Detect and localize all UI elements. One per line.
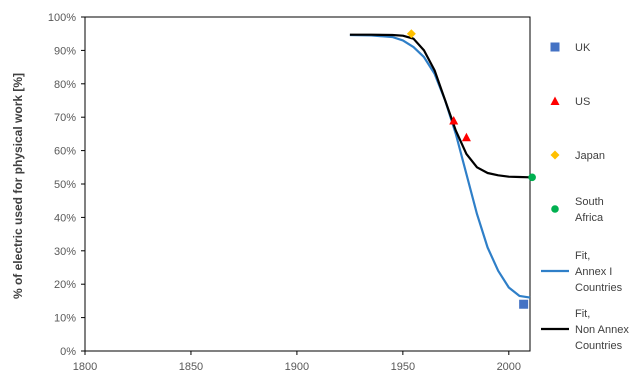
legend-label: Japan <box>575 150 605 162</box>
legend-marker <box>551 205 559 213</box>
legend: UK US Japan South Africa Fit, Annex I Countries… <box>541 42 629 352</box>
legend-label: Africa <box>575 212 604 224</box>
y-tick-label: 30% <box>54 246 76 258</box>
legend-label: Annex I <box>575 266 612 278</box>
series-line <box>349 33 531 299</box>
legend-label: US <box>575 96 590 108</box>
legend-label: UK <box>575 42 591 54</box>
y-tick-label: 60% <box>54 146 76 158</box>
y-axis-label: % of electric used for physical work [%] <box>11 73 25 299</box>
data-point <box>528 173 536 182</box>
y-tick-label: 80% <box>54 79 76 91</box>
y-tick-label: 10% <box>54 313 76 325</box>
x-tick-label: 2000 <box>497 361 521 373</box>
y-tick-label: 0% <box>60 346 76 358</box>
x-tick-label: 1950 <box>391 361 415 373</box>
data-point <box>461 132 471 142</box>
plot-area <box>84 16 531 352</box>
legend-label: Non Annex I <box>575 324 629 336</box>
series-layer <box>349 29 536 309</box>
legend-label: South <box>575 196 604 208</box>
y-tick-label: 50% <box>54 179 76 191</box>
y-tick-label: 20% <box>54 279 76 291</box>
plot-border <box>84 16 531 352</box>
y-tick-label: 40% <box>54 212 76 224</box>
series-line <box>349 33 531 179</box>
legend-label: Fit, <box>575 308 590 320</box>
y-tick-label: 70% <box>54 112 76 124</box>
legend-marker <box>550 42 560 52</box>
legend-label: Countries <box>575 282 623 294</box>
legend-label: Countries <box>575 340 623 352</box>
x-tick-label: 1850 <box>179 361 203 373</box>
axes: 1800 1850 1900 1950 2000 0% 10% 20% 30% 40% 50% 60%… <box>48 12 521 373</box>
data-point <box>406 29 416 39</box>
y-tick-label: 90% <box>54 45 76 57</box>
x-tick-label: 1800 <box>73 361 97 373</box>
legend-label: Fit, <box>575 250 590 262</box>
data-point <box>519 299 529 309</box>
y-tick-label: 100% <box>48 12 76 24</box>
legend-marker <box>550 150 560 160</box>
data-point <box>449 116 459 125</box>
x-tick-label: 1900 <box>285 361 309 373</box>
legend-marker <box>550 96 560 105</box>
